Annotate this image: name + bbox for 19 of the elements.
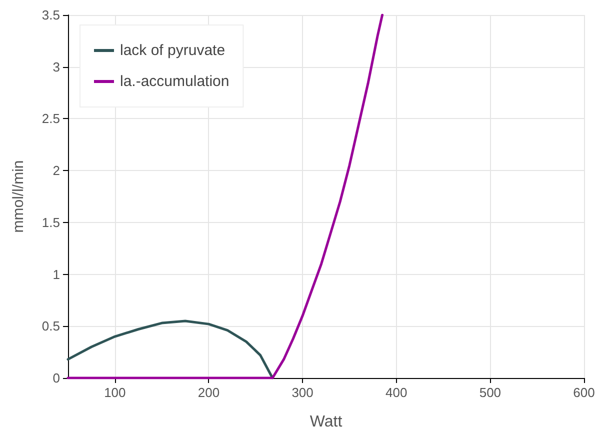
x-tick-label: 600	[573, 385, 595, 400]
y-tick-label: 1.5	[42, 214, 60, 230]
x-tick-label: 200	[198, 385, 220, 400]
x-tick-label: 300	[292, 385, 314, 400]
x-tick-label: 100	[104, 385, 126, 400]
legend-label: lack of pyruvate	[120, 42, 226, 59]
y-tick-label: 3	[52, 59, 60, 74]
y-tick-label: 0.5	[42, 318, 60, 334]
y-tick-label: 3.5	[42, 8, 60, 22]
x-tick-label: 500	[479, 385, 502, 400]
y-tick-label: 0	[52, 370, 60, 386]
y-tick-label: 2.5	[42, 111, 60, 126]
legend-label: la.-accumulation	[120, 73, 230, 90]
y-tick-label: 2	[52, 163, 60, 178]
x-axis-title: Watt	[310, 414, 343, 430]
y-tick-label: 1	[52, 266, 60, 282]
y-axis-title: mmol/l/min	[10, 160, 27, 233]
x-tick-label: 400	[386, 385, 408, 400]
line-series	[66, 320, 274, 380]
